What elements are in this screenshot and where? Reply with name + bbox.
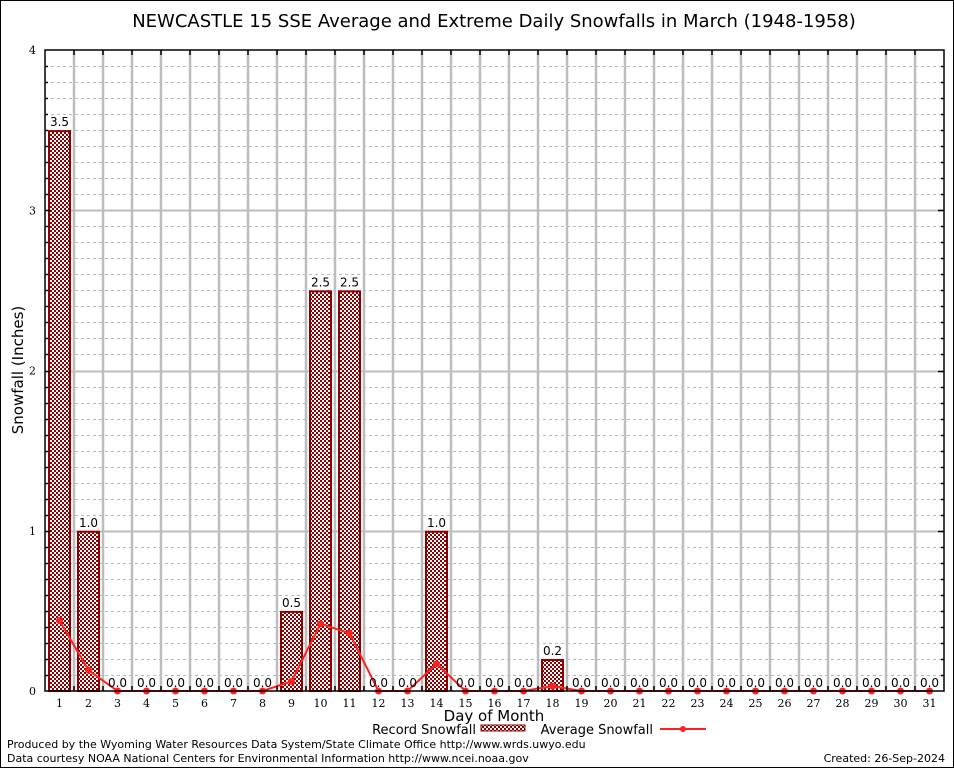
record-bar-label: 0.0 [920, 676, 939, 690]
average-point [346, 629, 353, 637]
record-bar-label: 0.2 [543, 644, 562, 658]
record-bar-label: 2.5 [340, 275, 359, 289]
record-bar-label: 0.0 [485, 676, 504, 690]
x-tick-label: 28 [836, 697, 850, 710]
record-bar [48, 130, 71, 692]
average-point [56, 616, 63, 624]
x-tick-label: 21 [633, 697, 647, 710]
x-tick-label: 4 [143, 697, 150, 710]
plot-border [44, 49, 945, 692]
x-tick-label: 10 [314, 697, 328, 710]
record-bar-label: 1.0 [79, 516, 98, 530]
record-bar-label: 0.0 [195, 676, 214, 690]
record-bar-label: 1.0 [427, 516, 446, 530]
footer-produced-by: Produced by the Wyoming Water Resources … [7, 738, 586, 751]
record-bar-label: 0.0 [717, 676, 736, 690]
record-bar-label: 0.5 [282, 596, 301, 610]
y-tick-labels: 0 1 2 3 4 [29, 44, 36, 698]
record-bar-label: 0.0 [398, 676, 417, 690]
legend-record-label: Record Snowfall [372, 723, 476, 738]
x-tick-label: 16 [488, 697, 502, 710]
x-tick-label: 27 [807, 697, 821, 710]
x-tick-label: 7 [230, 697, 237, 710]
record-bar-label: 0.0 [775, 676, 794, 690]
legend-record-swatch [480, 724, 526, 732]
x-tick-label: 14 [430, 697, 444, 710]
record-bar-label: 0.0 [108, 676, 127, 690]
x-tick-label: 23 [691, 697, 705, 710]
record-bar-label: 0.0 [514, 676, 533, 690]
x-tick-label: 11 [343, 697, 357, 710]
data-labels: 3.5 1.0 0.0 0.0 0.0 0.0 0.0 0.0 0.5 2.5 2.5 0.0 0.0 1… [50, 115, 939, 690]
average-point [288, 677, 295, 685]
x-tick-label: 5 [172, 697, 179, 710]
x-tick-label: 6 [201, 697, 208, 710]
y-tick-label: 2 [29, 365, 36, 378]
x-tick-label: 30 [894, 697, 908, 710]
x-tick-label: 22 [662, 697, 676, 710]
x-tick-label: 1 [56, 697, 63, 710]
axes [44, 49, 945, 692]
average-point [85, 666, 92, 674]
record-bar-label: 0.0 [804, 676, 823, 690]
x-tick-label: 8 [259, 697, 266, 710]
record-bar-label: 2.5 [311, 275, 330, 289]
record-bar-label: 0.0 [601, 676, 620, 690]
legend-average-marker [680, 726, 686, 732]
record-bar-label: 0.0 [862, 676, 881, 690]
x-axis-label: Day of Month [444, 707, 545, 725]
average-point [317, 620, 324, 628]
footer-created: Created: 26-Sep-2024 [824, 752, 945, 765]
x-tick-label: 17 [517, 697, 531, 710]
record-bar-label: 0.0 [456, 676, 475, 690]
x-tick-label: 15 [459, 697, 473, 710]
x-tick-label: 26 [778, 697, 792, 710]
record-bar-label: 0.0 [137, 676, 156, 690]
record-bar-label: 0.0 [166, 676, 185, 690]
record-bar-label: 0.0 [891, 676, 910, 690]
x-tick-labels: 1 2 3 4 5 6 7 8 9 10 11 12 13 14 15 16 17 18 19 20 21 22 23 24 2… [56, 697, 937, 710]
x-tick-label: 9 [288, 697, 295, 710]
x-tick-label: 2 [85, 697, 92, 710]
record-bar-label: 0.0 [659, 676, 678, 690]
x-tick-label: 24 [720, 697, 734, 710]
x-tick-label: 12 [372, 697, 386, 710]
x-tick-label: 19 [575, 697, 589, 710]
y-axis-label: Snowfall (Inches) [9, 306, 27, 434]
x-tick-label: 31 [923, 697, 937, 710]
x-tick-label: 18 [546, 697, 560, 710]
y-tick-label: 3 [29, 204, 36, 217]
x-tick-label: 29 [865, 697, 879, 710]
legend: Record Snowfall Average Snowfall [372, 723, 706, 738]
chart-title: NEWCASTLE 15 SSE Average and Extreme Dai… [132, 11, 856, 32]
x-tick-label: 3 [114, 697, 121, 710]
average-point [549, 682, 556, 690]
y-tick-label: 1 [29, 525, 36, 538]
footer-courtesy: Data courtesy NOAA National Centers for … [7, 752, 529, 765]
legend-average-label: Average Snowfall [541, 723, 653, 738]
x-tick-label: 20 [604, 697, 618, 710]
x-tick-label: 13 [401, 697, 415, 710]
y-tick-label: 0 [29, 685, 36, 698]
record-bar-label: 0.0 [746, 676, 765, 690]
average-point [433, 660, 440, 668]
record-bar-label: 0.0 [224, 676, 243, 690]
record-bar-label: 3.5 [50, 115, 69, 129]
y-tick-label: 4 [29, 44, 36, 57]
record-bar-label: 0.0 [369, 676, 388, 690]
x-tick-label: 25 [749, 697, 763, 710]
grid [45, 50, 944, 691]
record-bar [309, 290, 332, 692]
record-bar-label: 0.0 [630, 676, 649, 690]
record-bar-label: 0.0 [253, 676, 272, 690]
record-bar-label: 0.0 [833, 676, 852, 690]
record-bar-label: 0.0 [572, 676, 591, 690]
record-bar-label: 0.0 [688, 676, 707, 690]
